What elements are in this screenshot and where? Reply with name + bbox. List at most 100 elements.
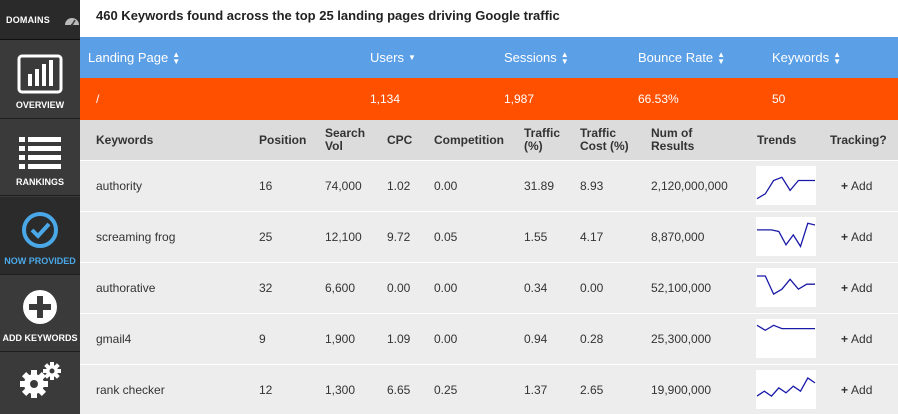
add-label: Add <box>851 383 873 397</box>
col-traffic-cost: Traffic Cost (%) <box>580 126 629 153</box>
add-tracking-button[interactable]: + Add <box>841 212 872 262</box>
col-tracking: Tracking? <box>830 132 887 147</box>
plus-icon: + <box>841 281 849 295</box>
sidebar-item-overview[interactable]: OVERVIEW <box>0 41 80 119</box>
dashboard-icon <box>64 17 79 26</box>
sidebar-item-now-provided[interactable]: NOW PROVIDED <box>0 197 80 275</box>
keyword-text: screaming frog <box>96 230 176 244</box>
keyword-position: 25 <box>259 230 273 244</box>
keyword-search-vol: 1,300 <box>325 383 356 397</box>
bar-chart-icon <box>17 54 63 94</box>
page-title: 460 Keywords found across the top 25 lan… <box>96 8 560 23</box>
landing-bounce-rate: 66.53% <box>638 92 679 106</box>
sort-keywords[interactable]: Keywords ▲ ▼ <box>772 37 841 78</box>
keyword-row: authority 16 74,000 1.02 0.00 31.89 8.93… <box>80 160 898 211</box>
keyword-traffic-cost: 0.28 <box>580 332 604 346</box>
keyword-traffic-cost: 4.17 <box>580 230 604 244</box>
keyword-position: 12 <box>259 383 273 397</box>
landing-page-row[interactable]: / 1,134 1,987 66.53% 50 <box>80 78 898 120</box>
keyword-cpc: 1.09 <box>387 332 411 346</box>
keyword-text: authority <box>96 179 143 193</box>
landing-page-path: / <box>96 92 100 106</box>
landing-table-header: Landing Page ▲ ▼ Users ▼ Sessions ▲ ▼ Boun… <box>80 37 898 78</box>
landing-page-header-label: Landing Page <box>88 50 169 65</box>
keyword-search-vol: 12,100 <box>325 230 362 244</box>
keyword-competition: 0.05 <box>434 230 458 244</box>
trend-sparkline <box>756 370 816 409</box>
keywords-header-label: Keywords <box>772 50 830 65</box>
sort-users[interactable]: Users ▼ <box>370 37 416 78</box>
add-label: Add <box>851 179 873 193</box>
main-panel: 460 Keywords found across the top 25 lan… <box>80 0 898 414</box>
keyword-position: 9 <box>259 332 266 346</box>
sidebar-item-label: RANKINGS <box>15 177 64 187</box>
add-label: Add <box>851 332 873 346</box>
plus-icon: + <box>841 179 849 193</box>
sessions-header-label: Sessions <box>504 50 557 65</box>
trend-sparkline <box>756 268 816 307</box>
sort-icon: ▲ ▼ <box>560 49 569 66</box>
keyword-num-results: 19,900,000 <box>651 383 712 397</box>
sort-icon: ▲ ▼ <box>833 49 841 66</box>
sidebar-item-settings[interactable] <box>0 353 80 414</box>
keyword-competition: 0.00 <box>434 281 458 295</box>
sidebar-item-label: ADD KEYWORDS <box>2 333 78 343</box>
plus-icon: + <box>841 230 849 244</box>
keyword-competition: 0.25 <box>434 383 458 397</box>
domains-button[interactable]: DOMAINS <box>0 0 80 40</box>
keyword-cpc: 9.72 <box>387 230 411 244</box>
plus-icon: + <box>841 332 849 346</box>
sidebar-item-label: NOW PROVIDED <box>4 256 76 266</box>
domains-label: DOMAINS <box>6 14 50 25</box>
gear-icon <box>20 361 61 398</box>
keyword-num-results: 8,870,000 <box>651 230 705 244</box>
col-search-vol: Search Vol <box>325 126 366 153</box>
keyword-position: 16 <box>259 179 273 193</box>
keyword-row: screaming frog 25 12,100 9.72 0.05 1.55 … <box>80 211 898 262</box>
keyword-traffic-cost: 0.00 <box>580 281 604 295</box>
add-tracking-button[interactable]: + Add <box>841 314 872 364</box>
keyword-search-vol: 6,600 <box>325 281 356 295</box>
sidebar-item-rankings[interactable]: RANKINGS <box>0 120 80 196</box>
sort-sessions[interactable]: Sessions ▲ ▼ <box>504 37 569 78</box>
keyword-cpc: 0.00 <box>387 281 411 295</box>
add-tracking-button[interactable]: + Add <box>841 161 872 211</box>
checkmark-icon <box>22 212 58 248</box>
col-competition: Competition <box>434 132 504 147</box>
keyword-table-header: Keywords Position Search Vol CPC Competi… <box>80 120 898 160</box>
col-keywords: Keywords <box>96 132 154 147</box>
keyword-traffic: 31.89 <box>524 179 555 193</box>
keyword-cpc: 6.65 <box>387 383 411 397</box>
keyword-position: 32 <box>259 281 273 295</box>
trend-sparkline <box>756 319 816 358</box>
landing-sessions: 1,987 <box>504 92 535 106</box>
list-icon <box>19 137 61 169</box>
sort-landing-page[interactable]: Landing Page ▲ ▼ <box>88 37 180 78</box>
keyword-num-results: 25,300,000 <box>651 332 712 346</box>
sidebar-item-add-keywords[interactable]: ADD KEYWORDS <box>0 276 80 352</box>
sidebar: DOMAINS OVERVIEW RANKINGS NOW <box>0 0 80 414</box>
trend-line <box>756 377 816 397</box>
add-tracking-button[interactable]: + Add <box>841 365 872 414</box>
keyword-row: authorative 32 6,600 0.00 0.00 0.34 0.00… <box>80 262 898 313</box>
users-header-label: Users <box>370 50 404 65</box>
keyword-traffic: 1.55 <box>524 230 548 244</box>
plus-icon: + <box>841 383 849 397</box>
keyword-num-results: 2,120,000,000 <box>651 179 728 193</box>
trend-line <box>757 275 815 296</box>
sort-icon: ▲ ▼ <box>717 49 726 66</box>
sort-icon: ▲ ▼ <box>172 49 181 66</box>
col-num-results: Num of Results <box>651 126 695 153</box>
keyword-traffic: 0.34 <box>524 281 548 295</box>
keyword-num-results: 52,100,000 <box>651 281 712 295</box>
keyword-search-vol: 1,900 <box>325 332 356 346</box>
keyword-traffic: 0.94 <box>524 332 548 346</box>
keyword-competition: 0.00 <box>434 179 458 193</box>
add-tracking-button[interactable]: + Add <box>841 263 872 313</box>
keyword-row: gmail4 9 1,900 1.09 0.00 0.94 0.28 25,30… <box>80 313 898 364</box>
keyword-competition: 0.00 <box>434 332 458 346</box>
keyword-traffic-cost: 2.65 <box>580 383 604 397</box>
keyword-traffic-cost: 8.93 <box>580 179 604 193</box>
sort-bounce-rate[interactable]: Bounce Rate ▲ ▼ <box>638 37 725 78</box>
col-cpc: CPC <box>387 132 413 147</box>
